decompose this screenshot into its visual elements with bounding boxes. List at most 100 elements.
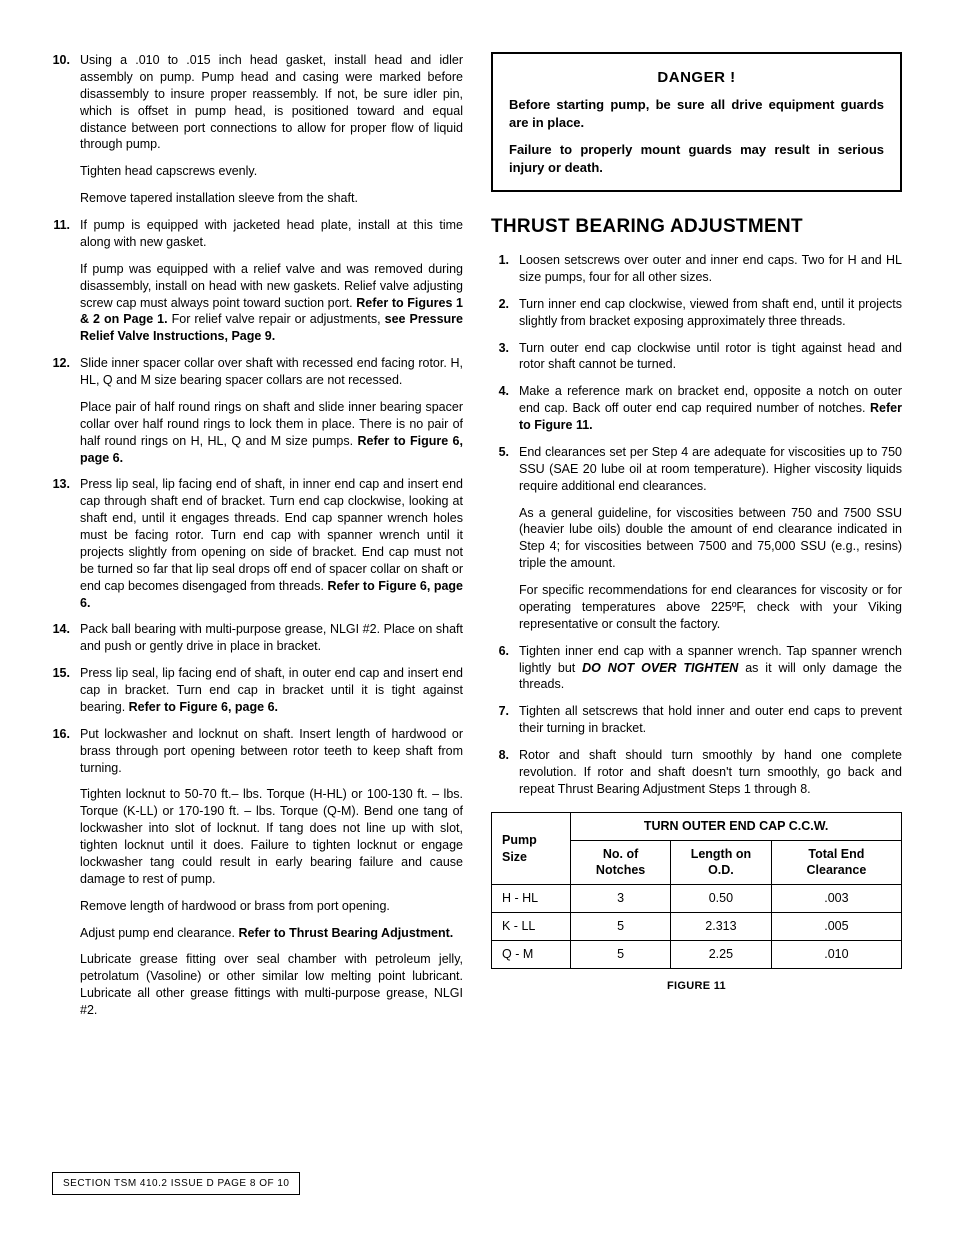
list-body: Tighten all setscrews that hold inner an… bbox=[519, 703, 902, 737]
list-number: 8. bbox=[491, 747, 519, 798]
paragraph: Remove tapered installation sleeve from … bbox=[80, 190, 463, 207]
table-row: H - HL30.50.003 bbox=[492, 885, 902, 913]
danger-callout: DANGER ! Before starting pump, be sure a… bbox=[491, 52, 902, 192]
paragraph: Press lip seal, lip facing end of shaft,… bbox=[80, 476, 463, 611]
paragraph: Put lockwasher and locknut on shaft. Ins… bbox=[80, 726, 463, 777]
paragraph: Adjust pump end clearance. Refer to Thru… bbox=[80, 925, 463, 942]
paragraph: If pump was equipped with a relief valve… bbox=[80, 261, 463, 345]
list-body: Loosen setscrews over outer and inner en… bbox=[519, 252, 902, 286]
table-cell: .003 bbox=[771, 885, 901, 913]
list-body: Turn inner end cap clockwise, viewed fro… bbox=[519, 296, 902, 330]
figure-caption: FIGURE 11 bbox=[491, 979, 902, 994]
thrust-bearing-steps: 1.Loosen setscrews over outer and inner … bbox=[491, 252, 902, 798]
list-item: 16.Put lockwasher and locknut on shaft. … bbox=[52, 726, 463, 1019]
paragraph: Rotor and shaft should turn smoothly by … bbox=[519, 747, 902, 798]
list-number: 16. bbox=[52, 726, 80, 1019]
list-number: 14. bbox=[52, 621, 80, 655]
clearance-table: Pump Size TURN OUTER END CAP C.C.W. No. … bbox=[491, 812, 902, 969]
list-item: 14.Pack ball bearing with multi-purpose … bbox=[52, 621, 463, 655]
list-number: 2. bbox=[491, 296, 519, 330]
list-body: Put lockwasher and locknut on shaft. Ins… bbox=[80, 726, 463, 1019]
paragraph: If pump is equipped with jacketed head p… bbox=[80, 217, 463, 251]
list-item: 12.Slide inner spacer collar over shaft … bbox=[52, 355, 463, 466]
list-number: 12. bbox=[52, 355, 80, 466]
table-col-pump-size: Pump Size bbox=[492, 812, 571, 885]
table-header-span: TURN OUTER END CAP C.C.W. bbox=[571, 812, 902, 840]
list-item: 15.Press lip seal, lip facing end of sha… bbox=[52, 665, 463, 716]
list-number: 4. bbox=[491, 383, 519, 434]
list-body: End clearances set per Step 4 are adequa… bbox=[519, 444, 902, 633]
paragraph: Press lip seal, lip facing end of shaft,… bbox=[80, 665, 463, 716]
list-item: 11.If pump is equipped with jacketed hea… bbox=[52, 217, 463, 345]
list-body: Using a .010 to .015 inch head gasket, i… bbox=[80, 52, 463, 207]
table-cell: .005 bbox=[771, 913, 901, 941]
list-number: 1. bbox=[491, 252, 519, 286]
table-col-length: Length on O.D. bbox=[670, 840, 771, 885]
danger-text-2: Failure to properly mount guards may res… bbox=[509, 141, 884, 176]
paragraph: Make a reference mark on bracket end, op… bbox=[519, 383, 902, 434]
list-item: 10.Using a .010 to .015 inch head gasket… bbox=[52, 52, 463, 207]
paragraph: Tighten head capscrews evenly. bbox=[80, 163, 463, 180]
list-item: 6.Tighten inner end cap with a spanner w… bbox=[491, 643, 902, 694]
list-body: Make a reference mark on bracket end, op… bbox=[519, 383, 902, 434]
paragraph: Using a .010 to .015 inch head gasket, i… bbox=[80, 52, 463, 153]
list-body: Press lip seal, lip facing end of shaft,… bbox=[80, 665, 463, 716]
paragraph: For specific recommendations for end cle… bbox=[519, 582, 902, 633]
list-body: Tighten inner end cap with a spanner wre… bbox=[519, 643, 902, 694]
paragraph: Remove length of hardwood or brass from … bbox=[80, 898, 463, 915]
list-number: 3. bbox=[491, 340, 519, 374]
paragraph: Loosen setscrews over outer and inner en… bbox=[519, 252, 902, 286]
paragraph: Slide inner spacer collar over shaft wit… bbox=[80, 355, 463, 389]
table-col-notches: No. of Notches bbox=[571, 840, 671, 885]
left-column: 10.Using a .010 to .015 inch head gasket… bbox=[52, 52, 463, 1029]
table-cell: 0.50 bbox=[670, 885, 771, 913]
paragraph: Turn outer end cap clockwise until rotor… bbox=[519, 340, 902, 374]
table-cell: 5 bbox=[571, 913, 671, 941]
list-number: 10. bbox=[52, 52, 80, 207]
list-number: 7. bbox=[491, 703, 519, 737]
paragraph: Lubricate grease fitting over seal chamb… bbox=[80, 951, 463, 1019]
list-number: 5. bbox=[491, 444, 519, 633]
paragraph: Place pair of half round rings on shaft … bbox=[80, 399, 463, 467]
list-number: 13. bbox=[52, 476, 80, 611]
list-body: Rotor and shaft should turn smoothly by … bbox=[519, 747, 902, 798]
table-cell: Q - M bbox=[492, 941, 571, 969]
paragraph: As a general guideline, for viscosities … bbox=[519, 505, 902, 573]
page-footer: SECTION TSM 410.2 ISSUE D PAGE 8 OF 10 bbox=[52, 1172, 300, 1196]
list-number: 6. bbox=[491, 643, 519, 694]
right-column: DANGER ! Before starting pump, be sure a… bbox=[491, 52, 902, 1029]
table-cell: 3 bbox=[571, 885, 671, 913]
table-cell: K - LL bbox=[492, 913, 571, 941]
list-item: 7.Tighten all setscrews that hold inner … bbox=[491, 703, 902, 737]
list-item: 8.Rotor and shaft should turn smoothly b… bbox=[491, 747, 902, 798]
list-item: 1.Loosen setscrews over outer and inner … bbox=[491, 252, 902, 286]
danger-title: DANGER ! bbox=[509, 68, 884, 88]
table-col-clearance: Total End Clearance bbox=[771, 840, 901, 885]
table-row: Q - M52.25.010 bbox=[492, 941, 902, 969]
paragraph: Tighten all setscrews that hold inner an… bbox=[519, 703, 902, 737]
section-heading: THRUST BEARING ADJUSTMENT bbox=[491, 214, 902, 240]
danger-text-1: Before starting pump, be sure all drive … bbox=[509, 96, 884, 131]
list-body: Turn outer end cap clockwise until rotor… bbox=[519, 340, 902, 374]
list-number: 15. bbox=[52, 665, 80, 716]
list-body: Pack ball bearing with multi-purpose gre… bbox=[80, 621, 463, 655]
list-body: Slide inner spacer collar over shaft wit… bbox=[80, 355, 463, 466]
list-item: 2.Turn inner end cap clockwise, viewed f… bbox=[491, 296, 902, 330]
list-item: 3.Turn outer end cap clockwise until rot… bbox=[491, 340, 902, 374]
list-number: 11. bbox=[52, 217, 80, 345]
table-row: K - LL52.313.005 bbox=[492, 913, 902, 941]
paragraph: Turn inner end cap clockwise, viewed fro… bbox=[519, 296, 902, 330]
table-cell: 2.313 bbox=[670, 913, 771, 941]
paragraph: Pack ball bearing with multi-purpose gre… bbox=[80, 621, 463, 655]
table-cell: 5 bbox=[571, 941, 671, 969]
paragraph: Tighten locknut to 50-70 ft.– lbs. Torqu… bbox=[80, 786, 463, 887]
list-body: If pump is equipped with jacketed head p… bbox=[80, 217, 463, 345]
list-item: 13.Press lip seal, lip facing end of sha… bbox=[52, 476, 463, 611]
two-column-layout: 10.Using a .010 to .015 inch head gasket… bbox=[52, 52, 902, 1029]
list-item: 5.End clearances set per Step 4 are adeq… bbox=[491, 444, 902, 633]
list-item: 4.Make a reference mark on bracket end, … bbox=[491, 383, 902, 434]
paragraph: End clearances set per Step 4 are adequa… bbox=[519, 444, 902, 495]
table-cell: 2.25 bbox=[670, 941, 771, 969]
table-cell: H - HL bbox=[492, 885, 571, 913]
list-body: Press lip seal, lip facing end of shaft,… bbox=[80, 476, 463, 611]
